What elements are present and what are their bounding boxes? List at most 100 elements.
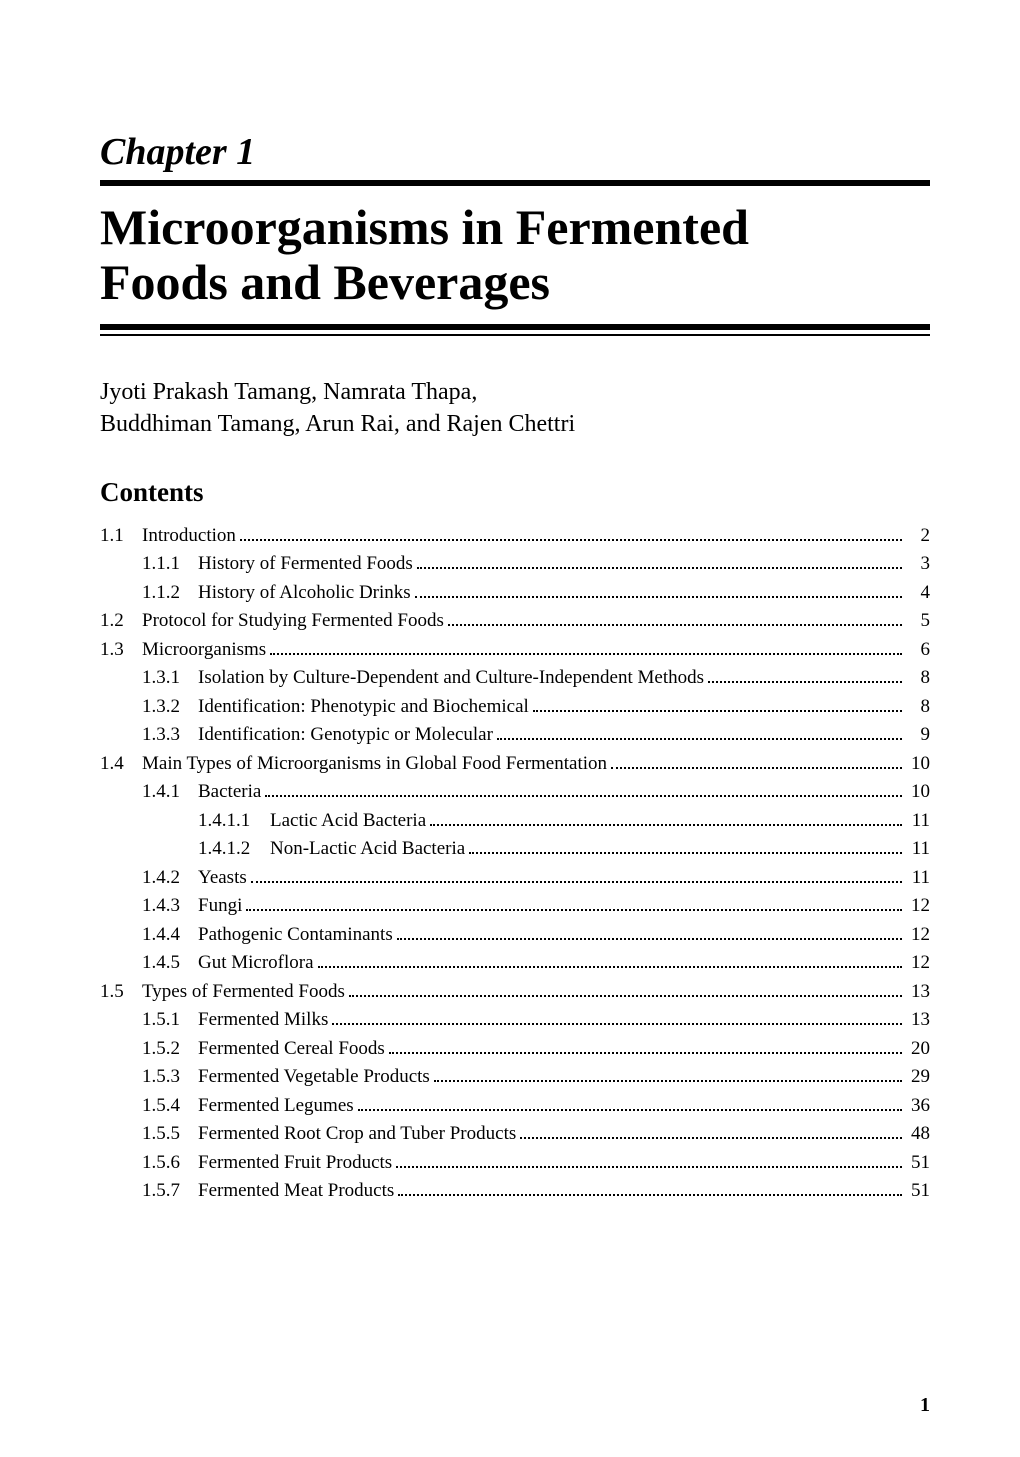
toc-number: 1.3.1 (142, 664, 198, 693)
toc-row: 1.5.5Fermented Root Crop and Tuber Produ… (100, 1120, 930, 1149)
toc-leader-dots (469, 839, 902, 854)
rule-top-thick (100, 180, 930, 186)
toc-page: 48 (906, 1120, 930, 1149)
toc-page: 10 (906, 778, 930, 807)
toc-page: 12 (906, 949, 930, 978)
chapter-title-line2: Foods and Beverages (100, 254, 550, 310)
toc-leader-dots (240, 526, 902, 541)
toc-number: 1.4.5 (142, 949, 198, 978)
toc-row: 1.1.2History of Alcoholic Drinks4 (100, 579, 930, 608)
table-of-contents: 1.1Introduction21.1.1History of Fermente… (100, 522, 930, 1206)
toc-number: 1.3.3 (142, 721, 198, 750)
toc-row: 1.2Protocol for Studying Fermented Foods… (100, 607, 930, 636)
toc-text: Yeasts (198, 864, 247, 893)
authors: Jyoti Prakash Tamang, Namrata Thapa, Bud… (100, 376, 930, 441)
toc-leader-dots (497, 725, 902, 740)
toc-text: Bacteria (198, 778, 261, 807)
toc-number: 1.3.2 (142, 693, 198, 722)
toc-row: 1.5.7Fermented Meat Products 51 (100, 1177, 930, 1206)
toc-text: Non-Lactic Acid Bacteria (270, 835, 465, 864)
toc-text: Lactic Acid Bacteria (270, 807, 426, 836)
toc-row: 1.5.2Fermented Cereal Foods20 (100, 1035, 930, 1064)
toc-number: 1.5.4 (142, 1092, 198, 1121)
toc-row: 1.4Main Types of Microorganisms in Globa… (100, 750, 930, 779)
toc-row: 1.3.1Isolation by Culture-Dependent and … (100, 664, 930, 693)
toc-number: 1.5.5 (142, 1120, 198, 1149)
toc-leader-dots (396, 1153, 902, 1168)
toc-number: 1.5.2 (142, 1035, 198, 1064)
toc-leader-dots (448, 611, 902, 626)
toc-page: 2 (906, 522, 930, 551)
chapter-title: Microorganisms in Fermented Foods and Be… (100, 200, 930, 310)
toc-page: 13 (906, 1006, 930, 1035)
toc-text: Fermented Meat Products (198, 1177, 394, 1206)
toc-number: 1.5.6 (142, 1149, 198, 1178)
toc-row: 1.5.6Fermented Fruit Products51 (100, 1149, 930, 1178)
toc-text: Fermented Milks (198, 1006, 328, 1035)
toc-page: 10 (906, 750, 930, 779)
toc-row: 1.4.1.2Non-Lactic Acid Bacteria 11 (100, 835, 930, 864)
toc-page: 8 (906, 693, 930, 722)
toc-text: Identification: Genotypic or Molecular (198, 721, 493, 750)
toc-number: 1.5 (100, 978, 142, 1007)
toc-page: 11 (906, 864, 930, 893)
toc-text: Types of Fermented Foods (142, 978, 345, 1007)
toc-page: 8 (906, 664, 930, 693)
toc-page: 12 (906, 892, 930, 921)
authors-line1: Jyoti Prakash Tamang, Namrata Thapa, (100, 379, 477, 405)
toc-text: Fermented Root Crop and Tuber Products (198, 1120, 516, 1149)
toc-text: Main Types of Microorganisms in Global F… (142, 750, 607, 779)
toc-leader-dots (270, 640, 902, 655)
toc-page: 11 (906, 835, 930, 864)
toc-leader-dots (246, 896, 902, 911)
toc-leader-dots (611, 754, 902, 769)
toc-page: 6 (906, 636, 930, 665)
toc-leader-dots (251, 868, 902, 883)
toc-page: 5 (906, 607, 930, 636)
toc-number: 1.4.1.1 (198, 807, 270, 836)
toc-text: History of Fermented Foods (198, 550, 413, 579)
toc-number: 1.4 (100, 750, 142, 779)
toc-text: Fermented Fruit Products (198, 1149, 392, 1178)
page-number: 1 (920, 1394, 930, 1417)
toc-page: 29 (906, 1063, 930, 1092)
toc-row: 1.4.5Gut Microflora12 (100, 949, 930, 978)
toc-number: 1.3 (100, 636, 142, 665)
toc-page: 36 (906, 1092, 930, 1121)
toc-page: 9 (906, 721, 930, 750)
toc-number: 1.4.4 (142, 921, 198, 950)
toc-text: Isolation by Culture-Dependent and Cultu… (198, 664, 704, 693)
toc-text: History of Alcoholic Drinks (198, 579, 411, 608)
chapter-title-line1: Microorganisms in Fermented (100, 199, 749, 255)
toc-page: 3 (906, 550, 930, 579)
toc-leader-dots (520, 1124, 902, 1139)
toc-row: 1.5.1Fermented Milks 13 (100, 1006, 930, 1035)
toc-page: 4 (906, 579, 930, 608)
toc-leader-dots (533, 697, 902, 712)
rule-mid-thin (100, 334, 930, 336)
toc-row: 1.3.2Identification: Phenotypic and Bioc… (100, 693, 930, 722)
toc-leader-dots (318, 953, 902, 968)
toc-row: 1.1.1History of Fermented Foods3 (100, 550, 930, 579)
toc-row: 1.4.1.1Lactic Acid Bacteria 11 (100, 807, 930, 836)
toc-text: Introduction (142, 522, 236, 551)
toc-leader-dots (415, 583, 902, 598)
toc-leader-dots (332, 1010, 902, 1025)
toc-text: Fermented Vegetable Products (198, 1063, 430, 1092)
toc-page: 13 (906, 978, 930, 1007)
toc-number: 1.2 (100, 607, 142, 636)
toc-leader-dots (398, 1181, 902, 1196)
toc-number: 1.5.7 (142, 1177, 198, 1206)
toc-number: 1.4.3 (142, 892, 198, 921)
toc-row: 1.3Microorganisms6 (100, 636, 930, 665)
toc-text: Fermented Cereal Foods (198, 1035, 385, 1064)
toc-number: 1.5.1 (142, 1006, 198, 1035)
toc-text: Fermented Legumes (198, 1092, 354, 1121)
toc-page: 12 (906, 921, 930, 950)
toc-page: 51 (906, 1177, 930, 1206)
toc-leader-dots (358, 1096, 902, 1111)
contents-heading: Contents (100, 477, 930, 508)
toc-page: 11 (906, 807, 930, 836)
toc-text: Identification: Phenotypic and Biochemic… (198, 693, 529, 722)
toc-number: 1.4.1.2 (198, 835, 270, 864)
